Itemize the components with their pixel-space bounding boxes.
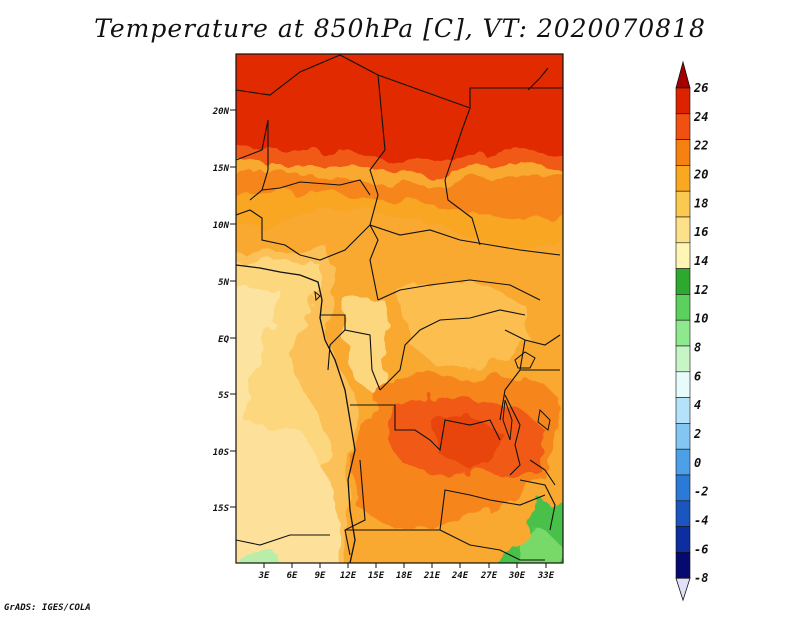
colorbar-swatch <box>675 87 691 115</box>
lon-label: 33E <box>537 571 555 581</box>
lat-label: 15S <box>213 504 230 514</box>
credit-text: GrADS: IGES/COLA <box>4 603 91 613</box>
colorbar-label: 12 <box>694 283 708 297</box>
colorbar-label: 4 <box>694 398 701 412</box>
country-borders <box>236 54 563 563</box>
colorbar-label: 18 <box>694 196 708 210</box>
colorbar-swatch <box>675 397 691 424</box>
colorbar-label: 24 <box>693 110 708 124</box>
colorbar-label: 0 <box>694 456 701 470</box>
colorbar-label: 6 <box>694 369 701 383</box>
lon-label: 30E <box>508 571 526 581</box>
lon-label: 6E <box>287 571 298 581</box>
colorbar-label: -6 <box>694 542 708 556</box>
lat-label: 5S <box>218 391 229 401</box>
colorbar-swatch <box>675 165 691 192</box>
colorbar-swatch <box>675 294 691 321</box>
lon-label: 18E <box>396 571 413 581</box>
map-title: Temperature at 850hPa [C], VT: 202007081… <box>94 14 706 43</box>
temperature-field <box>236 54 563 563</box>
lat-label: 10S <box>213 448 230 458</box>
colorbar-bottom-arrow <box>675 577 691 602</box>
colorbar-swatch <box>675 113 691 140</box>
colorbar-label: 20 <box>693 168 708 182</box>
colorbar-swatch <box>675 242 691 269</box>
colorbar-label: 16 <box>694 225 708 239</box>
lat-label: 5N <box>218 278 229 288</box>
lon-label: 15E <box>368 571 385 581</box>
colorbar-swatch <box>675 371 691 398</box>
colorbar-swatch <box>675 190 691 218</box>
colorbar-swatch <box>675 526 691 553</box>
colorbar-swatch <box>675 448 691 476</box>
colorbar-label: 26 <box>693 81 708 95</box>
colorbar-label: 14 <box>694 254 708 268</box>
lat-label: 20N <box>212 107 230 117</box>
colorbar-swatch <box>675 345 691 373</box>
lat-label: 15N <box>213 164 230 174</box>
lat-label: 10N <box>213 221 230 231</box>
colorbar-label: 10 <box>694 312 708 326</box>
colorbar-swatch <box>675 423 691 450</box>
lon-label: 12E <box>340 571 357 581</box>
colorbar-swatch <box>675 216 691 244</box>
lon-label: 27E <box>480 571 498 581</box>
colorbar-swatch <box>675 319 691 347</box>
lon-label: 21E <box>423 571 441 581</box>
colorbar-label: -2 <box>694 485 708 499</box>
lon-label: 24E <box>451 571 469 581</box>
colorbar-label: -4 <box>694 514 708 528</box>
colorbar-top-arrow <box>675 60 691 89</box>
colorbar-swatch <box>675 474 691 502</box>
latitude-axis: 20N 15N 10N 5N EQ 5S 10S 15S <box>212 107 236 514</box>
longitude-axis: 3E 6E 9E 12E 15E 18E 21E 24E 27E 30E 33E <box>258 563 555 581</box>
colorbar-swatch <box>675 552 691 579</box>
map-frame <box>235 53 564 564</box>
lon-label: 3E <box>258 571 270 581</box>
colorbar-label: 22 <box>693 139 708 153</box>
colorbar-label: 8 <box>694 341 701 355</box>
colorbar-label: 2 <box>693 427 701 441</box>
colorbar-swatch <box>675 139 691 166</box>
colorbar-swatch <box>675 500 691 527</box>
colorbar-label: -8 <box>694 571 708 585</box>
colorbar-swatch <box>675 268 691 295</box>
lon-label: 9E <box>315 571 326 581</box>
lat-label: EQ <box>218 335 229 345</box>
